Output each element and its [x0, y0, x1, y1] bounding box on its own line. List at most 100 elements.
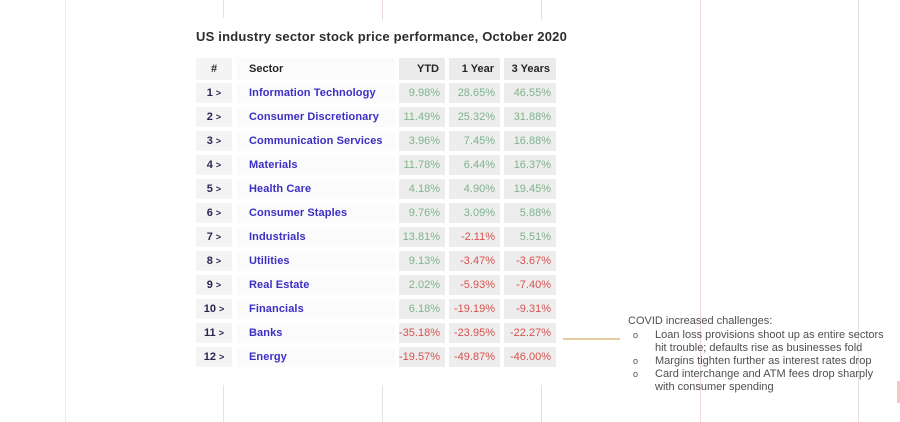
row-number: 6 — [206, 207, 213, 219]
3-years-value: 16.37% — [504, 155, 556, 175]
ytd-value: 4.18% — [399, 179, 445, 199]
sector-link[interactable]: Communication Services — [249, 135, 383, 147]
sector-link[interactable]: Health Care — [249, 183, 312, 195]
row-number: 11 — [204, 327, 216, 339]
1-year-value: 25.32% — [449, 107, 500, 127]
chevron-right-icon: > — [215, 280, 222, 290]
chevron-right-icon: > — [215, 256, 222, 266]
1-year-value: -3.47% — [449, 251, 500, 271]
row-number: 8 — [206, 255, 213, 267]
sector-cell: Industrials — [237, 227, 395, 247]
note-bullet-list: o Loan loss provisions shoot up as entire… — [628, 329, 894, 394]
guide-line-vertical — [223, 0, 224, 18]
row-number-cell[interactable]: 7 > — [196, 227, 232, 247]
chevron-right-icon: > — [215, 112, 222, 122]
sector-cell: Consumer Staples — [237, 203, 395, 223]
covid-note: COVID increased challenges: o Loan loss p… — [628, 315, 894, 394]
row-number-cell[interactable]: 2 > — [196, 107, 232, 127]
sector-cell: Energy — [237, 347, 395, 367]
chevron-right-icon: > — [218, 328, 224, 338]
row-number-cell[interactable]: 4 > — [196, 155, 232, 175]
1-year-value: 6.44% — [449, 155, 500, 175]
row-number-cell[interactable]: 5 > — [196, 179, 232, 199]
guide-line-vertical — [541, 385, 542, 422]
note-bullet-item: o Card interchange and ATM fees drop shar… — [628, 368, 894, 394]
page-title: US industry sector stock price performan… — [196, 29, 567, 44]
row-number: 1 — [206, 87, 213, 99]
row-number-cell[interactable]: 11 > — [196, 323, 232, 343]
3-years-value: -46.00% — [504, 347, 556, 367]
note-bullet-text: Margins tighten further as interest rate… — [655, 355, 872, 367]
1-year-value: -23.95% — [449, 323, 500, 343]
sector-link[interactable]: Utilities — [249, 255, 290, 267]
bullet-marker-icon: o — [633, 330, 639, 340]
sector-link[interactable]: Real Estate — [249, 279, 310, 291]
ytd-value: 11.78% — [399, 155, 445, 175]
ytd-value: 3.96% — [399, 131, 445, 151]
table-row: 11 > Banks -35.18% -23.95% -22.27% — [196, 323, 556, 343]
sector-link[interactable]: Banks — [249, 327, 283, 339]
sector-cell: Communication Services — [237, 131, 395, 151]
sector-link[interactable]: Consumer Staples — [249, 207, 348, 219]
note-bullet-text: Loan loss provisions shoot up as entire … — [655, 329, 884, 354]
chevron-right-icon: > — [215, 88, 222, 98]
table-row: 9 > Real Estate 2.02% -5.93% -7.40% — [196, 275, 556, 295]
row-number: 3 — [206, 135, 213, 147]
table-row: 10 > Financials 6.18% -19.19% -9.31% — [196, 299, 556, 319]
note-heading: COVID increased challenges: — [628, 315, 773, 327]
row-number: 12 — [203, 351, 216, 363]
sector-link[interactable]: Consumer Discretionary — [249, 111, 379, 123]
table-header-row: # Sector YTD 1 Year 3 Years — [196, 58, 556, 80]
chevron-right-icon: > — [215, 208, 222, 218]
row-number-cell[interactable]: 6 > — [196, 203, 232, 223]
3-years-value: -22.27% — [504, 323, 556, 343]
guide-line-vertical — [700, 0, 701, 422]
bullet-marker-icon: o — [633, 356, 639, 366]
row-number-cell[interactable]: 8 > — [196, 251, 232, 271]
ytd-value: 13.81% — [399, 227, 445, 247]
3-years-value: -3.67% — [504, 251, 556, 271]
table-row: 1 > Information Technology 9.98% 28.65% 46.55… — [196, 83, 556, 103]
guide-line-vertical — [382, 0, 383, 20]
row-number-cell[interactable]: 3 > — [196, 131, 232, 151]
row-number: 9 — [206, 279, 213, 291]
ytd-value: -35.18% — [399, 323, 445, 343]
performance-table: # Sector YTD 1 Year 3 Years 1 > Informatio… — [196, 58, 556, 371]
ytd-value: 6.18% — [399, 299, 445, 319]
row-number: 5 — [206, 183, 213, 195]
row-number-cell[interactable]: 10 > — [196, 299, 232, 319]
row-number-cell[interactable]: 9 > — [196, 275, 232, 295]
1-year-value: 7.45% — [449, 131, 500, 151]
table-row: 6 > Consumer Staples 9.76% 3.09% 5.88% — [196, 203, 556, 223]
1-year-value: -49.87% — [449, 347, 500, 367]
sector-cell: Information Technology — [237, 83, 395, 103]
chevron-right-icon: > — [215, 184, 222, 194]
1-year-value: 3.09% — [449, 203, 500, 223]
chevron-right-icon: > — [215, 232, 222, 242]
1-year-value: 4.90% — [449, 179, 500, 199]
sector-link[interactable]: Industrials — [249, 231, 306, 243]
ytd-value: 9.13% — [399, 251, 445, 271]
row-number-cell[interactable]: 12 > — [196, 347, 232, 367]
sector-cell: Real Estate — [237, 275, 395, 295]
table-row: 3 > Communication Services 3.96% 7.45% 16.88% — [196, 131, 556, 151]
chevron-right-icon: > — [218, 352, 225, 362]
3-years-value: 31.88% — [504, 107, 556, 127]
col-header-ytd: YTD — [399, 58, 445, 80]
chevron-right-icon: > — [215, 136, 222, 146]
sector-link[interactable]: Financials — [249, 303, 304, 315]
3-years-value: 5.51% — [504, 227, 556, 247]
row-number: 7 — [206, 231, 213, 243]
sector-link[interactable]: Materials — [249, 159, 298, 171]
1-year-value: -5.93% — [449, 275, 500, 295]
row-number-cell[interactable]: 1 > — [196, 83, 232, 103]
guide-line-edge-mark — [897, 381, 900, 403]
sector-link[interactable]: Information Technology — [249, 87, 376, 99]
table-row: 5 > Health Care 4.18% 4.90% 19.45% — [196, 179, 556, 199]
table-row: 12 > Energy -19.57% -49.87% -46.00% — [196, 347, 556, 367]
sector-link[interactable]: Energy — [249, 351, 287, 363]
table-row: 4 > Materials 11.78% 6.44% 16.37% — [196, 155, 556, 175]
col-header-sector: Sector — [237, 58, 395, 80]
bullet-marker-icon: o — [633, 369, 639, 379]
